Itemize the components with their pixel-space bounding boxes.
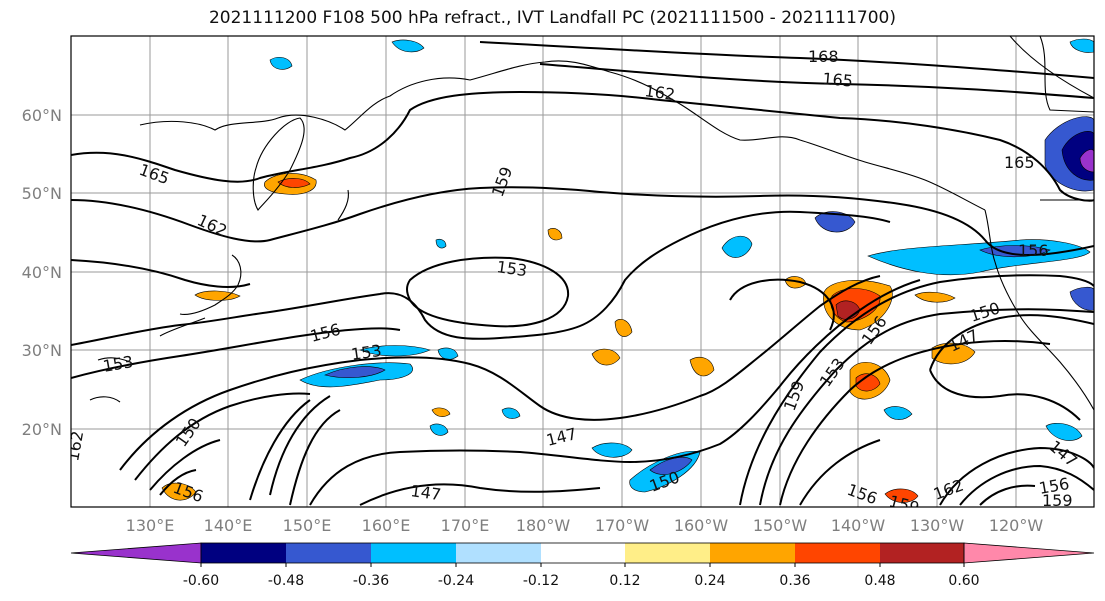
colorbar-segment [371, 543, 456, 563]
negative-anomaly-patch [359, 345, 431, 357]
negative-anomaly-patch [979, 245, 1051, 258]
colorbar-segment [286, 543, 371, 563]
contour-label: 156 [308, 320, 342, 346]
map-plot-area: 168 165 162 159 165 165 162 153 156 153 … [63, 36, 1094, 510]
map-title: 2021111200 F108 500 hPa refract., IVT La… [208, 8, 896, 28]
positive-anomaly-patch [914, 291, 956, 303]
positive-anomaly-patch [431, 407, 451, 417]
negative-anomaly-patch [591, 442, 633, 458]
height-contours [71, 41, 1094, 506]
lon-tick-label: 140°E [204, 516, 253, 535]
contour-label: 153 [816, 354, 849, 390]
lon-tick-label: 150°W [753, 516, 808, 535]
colorbar-tick-label: -0.48 [268, 573, 304, 589]
colorbar-segment [625, 543, 710, 563]
contour-label: 156 [1018, 241, 1049, 260]
colorbar-tick-label: -0.36 [353, 573, 389, 589]
positive-anomaly-patch [591, 348, 621, 366]
lon-tick-label: 160°W [674, 516, 729, 535]
contour-label: 159 [488, 164, 516, 199]
contour-label: 153 [350, 341, 383, 364]
negative-anomaly-patch [435, 238, 447, 249]
lon-tick-label: 140°W [831, 516, 886, 535]
colorbar-segment [541, 543, 625, 563]
contour-label: 168 [808, 47, 839, 66]
negative-anomaly-patch [437, 347, 459, 360]
positive-anomaly-patch [194, 290, 241, 301]
negative-anomaly-patch [324, 366, 386, 379]
contour-label: 156 [171, 478, 206, 506]
negative-anomaly-patch [391, 39, 425, 53]
lon-tick-label: 150°E [283, 516, 332, 535]
lat-tick-label: 50°N [22, 184, 62, 203]
positive-anomaly-patch [547, 228, 563, 241]
negative-anomaly-patch [1079, 149, 1094, 173]
negative-anomaly-patch [429, 423, 449, 436]
colorbar-tick-label: 0.48 [864, 573, 895, 589]
lon-tick-label: 170°W [595, 516, 650, 535]
colorbar-segment [710, 543, 795, 563]
contour-label: 159 [1042, 491, 1073, 510]
negative-anomaly-patch [814, 211, 856, 233]
contour-label: 162 [931, 475, 966, 503]
colorbar-outline [200, 542, 965, 564]
negative-anomaly-patch [501, 407, 521, 419]
contour-label: 165 [822, 69, 854, 91]
map-frame [70, 35, 1095, 508]
colorbar-tick-label: -0.60 [183, 573, 219, 589]
colorbar-segment [201, 543, 286, 563]
negative-anomaly-patch [1045, 423, 1083, 441]
colorbar-tick-label: 0.60 [948, 573, 979, 589]
contour-label: 162 [63, 429, 87, 462]
contour-label: 162 [643, 81, 676, 104]
negative-anomaly-patch [1069, 286, 1094, 311]
contour-label: 147 [409, 481, 442, 504]
contour-label: 153 [495, 257, 528, 280]
negative-anomaly-patch [883, 406, 913, 420]
colorbar-tick-label: 0.36 [779, 573, 810, 589]
lon-tick-label: 170°E [441, 516, 490, 535]
lon-tick-label: 130°W [910, 516, 965, 535]
colorbar-segment [795, 543, 880, 563]
contour-label: 147 [544, 424, 578, 450]
lat-tick-label: 40°N [22, 263, 62, 282]
lat-tick-label: 60°N [22, 106, 62, 125]
colorbar: -0.60 -0.48 -0.36 -0.24 -0.12 0.12 0.24 … [70, 542, 1095, 589]
lon-tick-label: 180°W [516, 516, 571, 535]
colorbar-segment [456, 543, 541, 563]
latitude-axis: 60°N 50°N 40°N 30°N 20°N [22, 106, 62, 439]
contour-label: 165 [137, 160, 172, 188]
colorbar-extend-right [963, 542, 1095, 564]
lon-tick-label: 130°E [126, 516, 175, 535]
longitude-axis: 130°E 140°E 150°E 160°E 170°E 180°W 170°… [126, 516, 1044, 535]
lat-tick-label: 20°N [22, 420, 62, 439]
contour-label: 150 [967, 298, 1002, 326]
contour-label: 165 [1004, 153, 1035, 172]
colorbar-tick-label: 0.12 [609, 573, 640, 589]
colorbar-extend-left [70, 542, 202, 564]
positive-anomaly-patch [855, 373, 881, 392]
contour-label: 156 [845, 480, 880, 508]
lon-tick-label: 120°W [989, 516, 1044, 535]
anomaly-shading [161, 38, 1094, 503]
contour-labels: 168 165 162 159 165 165 162 153 156 153 … [63, 47, 1081, 510]
positive-anomaly-patch [884, 488, 919, 503]
positive-anomaly-patch [277, 178, 311, 188]
contour-label: 147 [1045, 437, 1081, 471]
colorbar-tick-label: -0.24 [438, 573, 474, 589]
negative-anomaly-patch [269, 57, 293, 70]
positive-anomaly-patch [614, 319, 633, 337]
negative-anomaly-patch [649, 457, 693, 475]
contour-label: 153 [101, 352, 134, 376]
colorbar-segment [880, 543, 964, 563]
lon-tick-label: 160°E [362, 516, 411, 535]
colorbar-tick-label: 0.24 [694, 573, 725, 589]
negative-anomaly-patch [1069, 38, 1094, 53]
negative-anomaly-patch [721, 235, 753, 258]
negative-anomaly-patch [867, 239, 1091, 276]
lat-tick-label: 30°N [22, 341, 62, 360]
colorbar-tick-label: -0.12 [523, 573, 559, 589]
positive-anomaly-patch [689, 357, 715, 377]
